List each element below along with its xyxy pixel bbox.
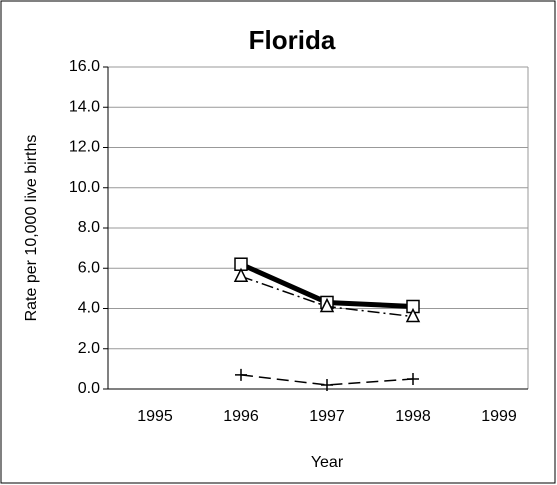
y-tick-label: 4.0 <box>78 300 100 317</box>
marker <box>233 267 249 283</box>
y-tick-label: 14.0 <box>69 98 100 115</box>
y-tick-label: 8.0 <box>78 219 100 236</box>
marker <box>405 307 421 323</box>
x-tick-label: 1995 <box>137 408 173 425</box>
x-tick-label: 1996 <box>223 408 259 425</box>
y-axis-label: Rate per 10,000 live births <box>23 135 40 322</box>
y-tick-label: 10.0 <box>69 179 100 196</box>
marker <box>407 372 419 385</box>
series-line <box>240 374 414 386</box>
marker <box>319 297 335 313</box>
x-tick-label: 1999 <box>481 408 517 425</box>
y-tick-label: 16.0 <box>69 58 100 75</box>
x-tick-label: 1998 <box>395 408 431 425</box>
y-tick-label: 0.0 <box>78 380 100 397</box>
marker <box>321 378 333 391</box>
marker <box>235 368 247 381</box>
x-axis-label: Year <box>311 454 344 471</box>
y-tick-label: 6.0 <box>78 259 100 276</box>
x-tick-label: 1997 <box>309 408 345 425</box>
chart-title: Florida <box>249 25 336 55</box>
y-tick-label: 2.0 <box>78 340 100 357</box>
y-tick-label: 12.0 <box>69 139 100 156</box>
